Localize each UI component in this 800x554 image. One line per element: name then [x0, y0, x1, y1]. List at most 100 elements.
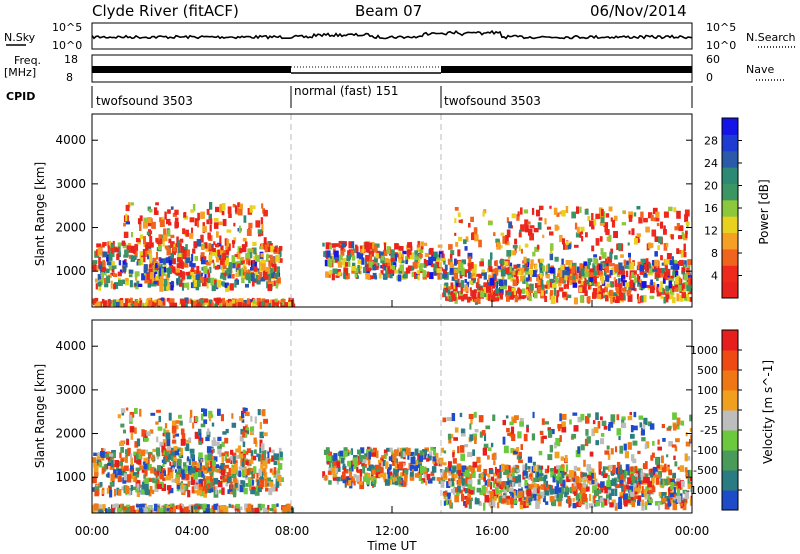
radar-cell	[380, 270, 384, 275]
radar-cell	[677, 250, 682, 254]
radar-cell	[260, 276, 266, 282]
radar-cell	[633, 270, 637, 275]
radar-cell	[578, 280, 582, 284]
radar-cell	[540, 491, 545, 497]
radar-cell	[484, 285, 488, 292]
radar-cell	[599, 416, 603, 421]
radar-cell	[550, 290, 554, 296]
radar-cell	[155, 237, 160, 243]
radar-cell	[233, 222, 236, 227]
radar-cell	[516, 214, 520, 221]
radar-cell	[432, 459, 435, 464]
radar-cell	[158, 415, 161, 423]
radar-cell	[419, 263, 423, 272]
radar-cell	[519, 421, 524, 427]
radar-cell	[184, 302, 188, 307]
radar-cell	[491, 282, 495, 289]
radar-cell	[623, 473, 627, 479]
radar-cell	[143, 464, 148, 470]
radar-cell	[117, 414, 121, 419]
radar-cell	[253, 298, 256, 304]
radar-cell	[197, 508, 200, 513]
radar-cell	[478, 502, 483, 506]
radar-cell	[223, 506, 229, 513]
radar-cell	[655, 477, 660, 485]
radar-cell	[573, 482, 579, 489]
radar-cell	[153, 471, 157, 475]
radar-cell	[402, 448, 407, 454]
radar-cell	[647, 494, 650, 501]
radar-cell	[134, 427, 137, 434]
radar-cell	[536, 464, 540, 472]
radar-cell	[578, 477, 582, 483]
radar-cell	[502, 481, 508, 487]
radar-cell	[492, 414, 496, 421]
radar-cell	[539, 263, 544, 268]
radar-cell	[231, 240, 236, 244]
radar-cell	[182, 462, 187, 467]
radar-cell	[235, 455, 240, 460]
radar-cell	[490, 500, 496, 508]
power-colorbar-label: Power [dB]	[757, 179, 771, 244]
radar-cell	[618, 278, 621, 284]
radar-cell	[518, 245, 521, 252]
radar-cell	[273, 266, 277, 272]
radar-cell	[211, 448, 215, 453]
radar-cell	[420, 246, 424, 250]
radar-cell	[445, 296, 450, 301]
colorbar-swatch	[722, 183, 738, 201]
radar-cell	[543, 479, 546, 485]
radar-cell	[383, 265, 387, 271]
radar-cell	[499, 495, 502, 503]
radar-cell	[189, 416, 192, 423]
radar-cell	[651, 486, 656, 493]
radar-cell	[203, 478, 207, 487]
radar-cell	[373, 447, 377, 456]
radar-cell	[256, 486, 259, 492]
radar-cell	[326, 461, 330, 465]
radar-cell	[517, 287, 520, 292]
radar-cell	[146, 273, 150, 281]
radar-cell	[236, 269, 240, 277]
nsky-tick-bottom: 10^0	[52, 39, 82, 52]
radar-cell	[485, 425, 491, 430]
radar-cell	[661, 479, 666, 483]
radar-cell	[477, 479, 481, 485]
radar-cell	[631, 228, 635, 236]
radar-cell	[379, 251, 384, 256]
radar-cell	[162, 442, 166, 451]
colorbar-swatch	[722, 470, 738, 491]
radar-cell	[545, 274, 550, 278]
radar-cell	[427, 478, 433, 484]
radar-cell	[647, 286, 650, 290]
radar-cell	[183, 484, 187, 491]
radar-cell	[524, 225, 529, 233]
radar-cell	[489, 497, 493, 506]
radar-cell	[493, 472, 498, 477]
radar-cell	[449, 271, 454, 276]
radar-cell	[541, 476, 546, 482]
radar-cell	[671, 256, 674, 262]
radar-cell	[538, 450, 543, 456]
radar-cell	[436, 452, 439, 459]
radar-cell	[226, 229, 232, 233]
radar-cell	[128, 269, 134, 274]
radar-cell	[669, 500, 672, 506]
radar-cell	[478, 273, 483, 279]
radar-cell	[593, 218, 597, 226]
radar-cell	[392, 265, 396, 271]
radar-cell	[276, 470, 281, 478]
radar-cell	[458, 469, 461, 477]
radar-cell	[116, 253, 120, 261]
radar-cell	[486, 285, 491, 293]
radar-cell	[106, 261, 112, 266]
radar-cell	[472, 489, 475, 495]
radar-cell	[172, 503, 175, 508]
radar-cell	[168, 504, 174, 512]
radar-cell	[439, 273, 445, 279]
radar-cell	[638, 415, 644, 420]
radar-cell	[271, 504, 276, 508]
radar-cell	[349, 450, 352, 455]
radar-cell	[448, 244, 453, 250]
radar-cell	[534, 264, 537, 271]
